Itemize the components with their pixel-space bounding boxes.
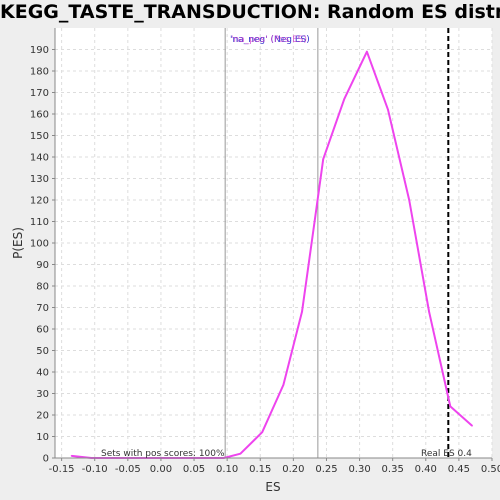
data-point [322, 158, 324, 160]
y-tick-label: 80 [36, 282, 49, 293]
x-axis-label: ES [265, 480, 280, 494]
reference-lines [224, 28, 450, 458]
data-point [301, 311, 303, 313]
data-point [70, 455, 73, 457]
data-point [366, 50, 368, 53]
y-tick-label: 150 [30, 131, 49, 142]
x-tick-label: 0.10 [216, 464, 238, 475]
real-es-annotation: Real ES 0.4 [421, 449, 472, 459]
x-tick-label: -0.05 [115, 464, 141, 475]
axes [52, 28, 493, 461]
y-tick-label: 60 [36, 325, 49, 336]
y-tick-label: 160 [30, 110, 49, 121]
y-tick-label: 30 [36, 389, 49, 400]
x-tick-label: -0.10 [82, 464, 108, 475]
y-tick-label: 140 [30, 153, 49, 164]
x-tick-label: 0.35 [382, 464, 404, 475]
x-tick-label: 0.50 [481, 464, 500, 475]
x-tick-label: 0.40 [415, 464, 437, 475]
legend-neg-label: 'na_neg' (Neg ES) [230, 35, 310, 45]
y-tick-label: 190 [30, 45, 49, 56]
y-axis-label: P(ES) [11, 227, 25, 259]
y-tick-label: 50 [36, 346, 49, 357]
x-tick-label: 0.15 [249, 464, 271, 475]
y-tick-label: 170 [30, 88, 49, 99]
x-tick-label: -0.15 [49, 464, 75, 475]
x-tick-label: 0.25 [315, 464, 337, 475]
data-point [387, 108, 389, 111]
data-point [428, 311, 430, 313]
y-tick-label: 120 [30, 196, 49, 207]
y-tick-label: 20 [36, 411, 49, 422]
tick-labels: 0 10 20 30 40 50 60 70 80 90 100 110 120 130 140 150 160… [30, 45, 500, 475]
y-tick-label: 180 [30, 67, 49, 78]
y-tick-label: 0 [43, 454, 49, 465]
pos-scores-annotation: Sets with pos scores: 100% [101, 449, 225, 459]
data-point [282, 384, 285, 386]
data-point [261, 431, 264, 434]
data-point [449, 405, 452, 408]
y-tick-label: 10 [36, 432, 49, 443]
y-tick-label: 130 [30, 174, 49, 185]
data-point [343, 98, 346, 100]
x-tick-label: 0.30 [348, 464, 370, 475]
data-point [239, 452, 242, 455]
y-tick-label: 70 [36, 303, 49, 314]
legend-pos-label: 'na_pos' (Pos ES) [231, 35, 307, 45]
y-tick-label: 90 [36, 260, 49, 271]
y-tick-label: 110 [30, 217, 49, 228]
data-point [313, 220, 316, 223]
data-point [408, 199, 411, 201]
x-tick-label: 0.05 [183, 464, 205, 475]
y-tick-label: 100 [30, 239, 49, 250]
y-tick-label: 40 [36, 368, 49, 379]
chart-title: KEGG_TASTE_TRANSDUCTION: Random ES distr… [0, 1, 500, 23]
x-tick-label: 0.45 [448, 464, 470, 475]
data-point [471, 424, 473, 427]
x-tick-label: 0.20 [282, 464, 304, 475]
x-tick-label: 0.00 [150, 464, 172, 475]
